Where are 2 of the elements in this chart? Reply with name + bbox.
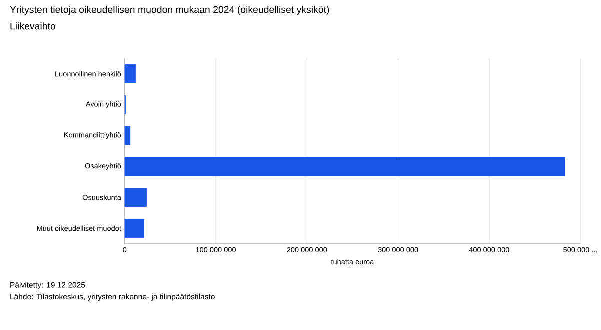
chart-title: Yritysten tietoja oikeudellisen muodon mukaan 2024 (oikeudelliset yksiköt) (10, 6, 330, 16)
text: Liikevaihto (10, 22, 56, 30)
